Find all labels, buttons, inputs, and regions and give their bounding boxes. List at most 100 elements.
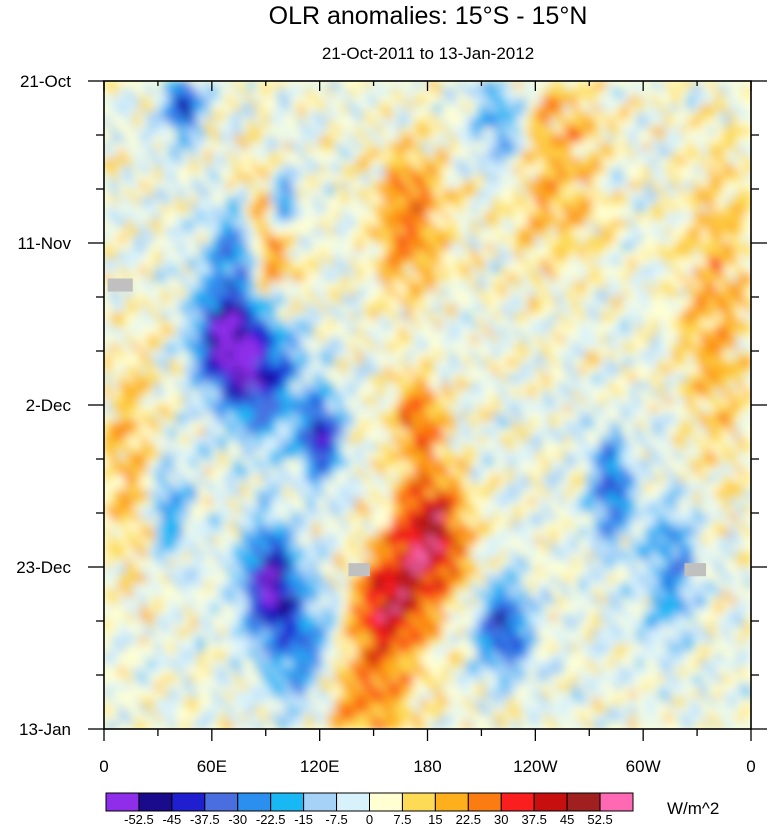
field-cell bbox=[326, 219, 335, 229]
field-cell bbox=[470, 243, 479, 252]
field-cell bbox=[492, 343, 500, 352]
field-cell bbox=[204, 173, 213, 182]
field-cell bbox=[485, 181, 493, 190]
field-cell bbox=[369, 397, 378, 406]
field-cell bbox=[391, 474, 400, 483]
anomaly-field bbox=[104, 81, 751, 729]
field-cell bbox=[118, 196, 127, 206]
field-cell bbox=[104, 165, 112, 175]
field-cell bbox=[269, 397, 278, 406]
field-cell bbox=[377, 227, 385, 236]
field-cell bbox=[398, 320, 407, 329]
field-cell bbox=[326, 88, 335, 98]
field-cell bbox=[528, 304, 536, 314]
field-cell bbox=[600, 304, 608, 314]
field-cell bbox=[528, 127, 536, 136]
field-cell bbox=[377, 158, 385, 167]
field-cell bbox=[154, 158, 163, 167]
field-cell bbox=[441, 250, 450, 260]
field-cell bbox=[506, 374, 515, 383]
field-cell bbox=[463, 212, 472, 221]
field-cell bbox=[168, 258, 177, 267]
field-cell bbox=[262, 243, 270, 252]
field-cell bbox=[549, 96, 558, 105]
field-cell bbox=[111, 351, 119, 360]
field-cell bbox=[269, 173, 278, 182]
field-cell bbox=[635, 281, 644, 290]
field-cell bbox=[621, 181, 630, 190]
field-cell bbox=[564, 474, 572, 483]
field-cell bbox=[657, 358, 666, 368]
field-cell bbox=[326, 258, 335, 267]
field-cell bbox=[132, 111, 141, 121]
field-cell bbox=[254, 474, 263, 483]
field-cell bbox=[111, 443, 119, 452]
field-cell bbox=[276, 374, 285, 383]
field-cell bbox=[664, 212, 673, 221]
field-cell bbox=[384, 451, 393, 460]
field-cell bbox=[190, 327, 199, 337]
field-cell bbox=[132, 212, 141, 221]
field-cell bbox=[219, 474, 227, 483]
field-cell bbox=[168, 320, 177, 329]
field-cell bbox=[168, 381, 177, 391]
field-cell bbox=[693, 142, 702, 152]
field-cell bbox=[355, 266, 364, 275]
field-cell bbox=[679, 273, 687, 283]
field-cell bbox=[312, 258, 321, 267]
field-cell bbox=[405, 482, 414, 491]
field-cell bbox=[485, 466, 493, 476]
field-cell bbox=[700, 258, 709, 267]
field-cell bbox=[549, 397, 558, 406]
field-cell bbox=[139, 366, 148, 375]
field-cell bbox=[104, 235, 112, 244]
field-cell bbox=[506, 273, 515, 283]
field-cell bbox=[607, 150, 616, 159]
field-cell bbox=[298, 405, 306, 414]
field-cell bbox=[254, 227, 263, 236]
field-cell bbox=[434, 320, 443, 329]
field-cell bbox=[671, 343, 680, 352]
field-cell bbox=[132, 451, 141, 460]
field-cell bbox=[219, 88, 227, 98]
field-cell bbox=[657, 96, 666, 105]
field-cell bbox=[305, 189, 314, 198]
field-cell bbox=[607, 304, 616, 314]
field-cell bbox=[413, 219, 421, 229]
field-cell bbox=[700, 374, 709, 383]
field-cell bbox=[290, 405, 299, 414]
field-cell bbox=[664, 127, 673, 136]
field-cell bbox=[657, 88, 666, 98]
field-cell bbox=[168, 111, 177, 121]
field-cell bbox=[269, 374, 278, 383]
field-cell bbox=[635, 219, 644, 229]
field-cell bbox=[190, 297, 199, 306]
field-cell bbox=[175, 81, 184, 90]
field-cell bbox=[635, 489, 644, 499]
field-cell bbox=[276, 474, 285, 483]
field-cell bbox=[219, 165, 227, 175]
field-cell bbox=[111, 420, 119, 429]
field-cell bbox=[369, 111, 378, 121]
field-cell bbox=[319, 96, 328, 105]
field-cell bbox=[104, 459, 112, 468]
field-cell bbox=[305, 335, 314, 344]
field-cell bbox=[499, 420, 508, 429]
field-cell bbox=[600, 258, 608, 267]
field-cell bbox=[657, 119, 666, 128]
field-cell bbox=[211, 227, 220, 236]
field-cell bbox=[513, 243, 522, 252]
field-cell bbox=[607, 81, 616, 90]
field-cell bbox=[715, 243, 723, 252]
field-cell bbox=[168, 358, 177, 368]
field-cell bbox=[671, 420, 680, 429]
field-cell bbox=[348, 212, 357, 221]
field-cell bbox=[139, 273, 148, 283]
field-cell bbox=[118, 189, 127, 198]
field-cell bbox=[319, 135, 328, 144]
field-cell bbox=[125, 250, 134, 260]
field-cell bbox=[262, 273, 270, 283]
field-cell bbox=[132, 158, 141, 167]
field-cell bbox=[312, 497, 321, 506]
field-cell bbox=[614, 181, 623, 190]
